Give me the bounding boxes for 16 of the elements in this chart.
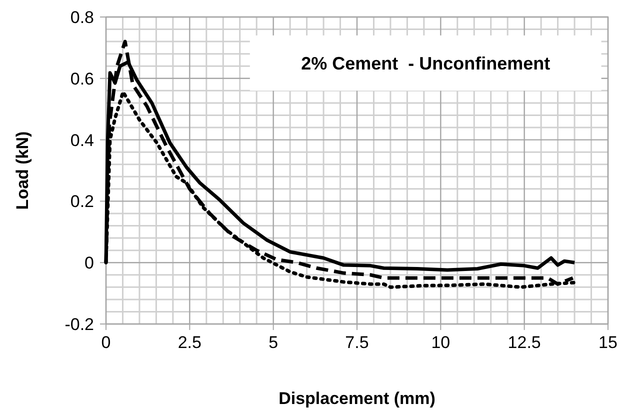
y-tick-label: 0.2 bbox=[70, 192, 94, 212]
y-axis-title: Load (kN) bbox=[13, 131, 32, 210]
x-tick-label: 15 bbox=[598, 333, 618, 352]
x-axis-title: Displacement (mm) bbox=[278, 389, 436, 408]
x-tick-label: 2.5 bbox=[178, 333, 202, 352]
text: 2% Cement - Unconfinement bbox=[301, 53, 550, 74]
y-tick-label: 0.6 bbox=[70, 69, 94, 88]
y-tick-label: 0.8 bbox=[70, 8, 94, 27]
x-tick-label: 12.5 bbox=[508, 333, 541, 352]
x-tick-label: 5 bbox=[268, 333, 278, 352]
x-tick-label: 10 bbox=[431, 333, 450, 352]
y-tick-label: -0.2 bbox=[64, 314, 94, 334]
y-tick-label: 0 bbox=[84, 254, 94, 273]
x-tick-label: 7.5 bbox=[345, 333, 369, 352]
y-tick-label: 0.4 bbox=[70, 130, 94, 150]
x-tick-label: 0 bbox=[101, 333, 111, 352]
